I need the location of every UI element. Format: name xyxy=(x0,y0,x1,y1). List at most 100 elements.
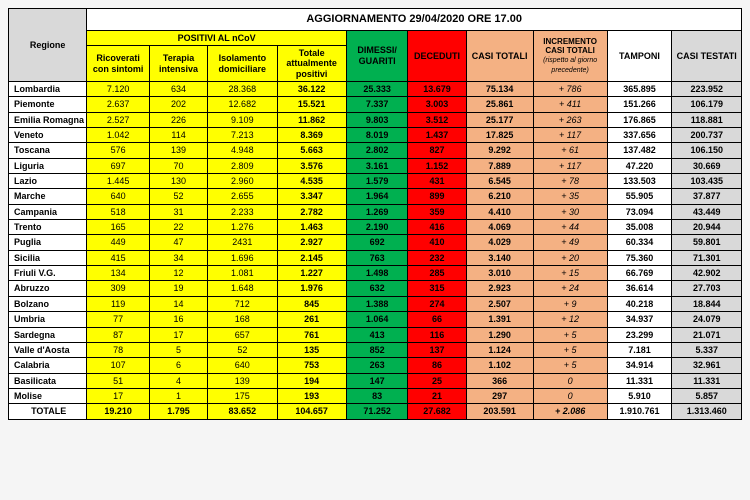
cell-totale_positivi: 845 xyxy=(277,296,346,311)
cell-isolamento: 7.213 xyxy=(208,128,277,143)
header-incremento-sub: (rispetto al giorno precedente) xyxy=(543,57,597,74)
cell-tamponi: 176.865 xyxy=(607,112,672,127)
cell-testati: 42.902 xyxy=(672,266,742,281)
cell-regione: Emilia Romagna xyxy=(9,112,87,127)
table-row: Puglia4494724312.9276924104.029+ 4960.33… xyxy=(9,235,742,250)
cell-casi_totali: 366 xyxy=(466,373,533,388)
cell-ricoverati: 165 xyxy=(87,220,150,235)
cell-incremento: + 24 xyxy=(533,281,607,296)
cell-deceduti: 315 xyxy=(408,281,466,296)
cell-totale_positivi: 1.463 xyxy=(277,220,346,235)
cell-testati: 5.337 xyxy=(672,342,742,357)
cell-isolamento: 1.276 xyxy=(208,220,277,235)
table-row: Trento165221.2761.4632.1904164.069+ 4435… xyxy=(9,220,742,235)
cell-terapia: 4 xyxy=(149,373,207,388)
header-ricoverati: Ricoverati con sintomi xyxy=(87,45,150,81)
cell-regione: Trento xyxy=(9,220,87,235)
cell-totale_positivi: 4.535 xyxy=(277,174,346,189)
cell-casi_totali: 2.507 xyxy=(466,296,533,311)
cell-dimessi: 1.388 xyxy=(346,296,408,311)
cell-regione: Umbria xyxy=(9,312,87,327)
cell-ricoverati: 134 xyxy=(87,266,150,281)
cell-testati: 59.801 xyxy=(672,235,742,250)
cell-ricoverati: 2.527 xyxy=(87,112,150,127)
covid-table: Regione AGGIORNAMENTO 29/04/2020 ORE 17.… xyxy=(8,8,742,420)
header-positivi-group: POSITIVI AL nCoV xyxy=(87,30,347,45)
header-isolamento: Isolamento domiciliare xyxy=(208,45,277,81)
cell-dimessi: 692 xyxy=(346,235,408,250)
cell-casi_totali: 1.391 xyxy=(466,312,533,327)
cell-tamponi: 66.769 xyxy=(607,266,672,281)
cell-isolamento: 640 xyxy=(208,358,277,373)
table-row: Lazio1.4451302.9604.5351.5794316.545+ 78… xyxy=(9,174,742,189)
table-row: Liguria697702.8093.5763.1611.1527.889+ 1… xyxy=(9,158,742,173)
cell-incremento: + 5 xyxy=(533,327,607,342)
cell-terapia: 1.795 xyxy=(149,404,207,419)
table-row: Toscana5761394.9485.6632.8028279.292+ 61… xyxy=(9,143,742,158)
cell-incremento: 0 xyxy=(533,388,607,403)
cell-incremento: + 9 xyxy=(533,296,607,311)
cell-isolamento: 1.696 xyxy=(208,250,277,265)
cell-incremento: + 30 xyxy=(533,204,607,219)
header-regione: Regione xyxy=(9,9,87,82)
cell-deceduti: 3.003 xyxy=(408,97,466,112)
cell-tamponi: 34.937 xyxy=(607,312,672,327)
cell-incremento: + 61 xyxy=(533,143,607,158)
cell-deceduti: 274 xyxy=(408,296,466,311)
cell-terapia: 47 xyxy=(149,235,207,250)
cell-isolamento: 4.948 xyxy=(208,143,277,158)
cell-incremento: + 117 xyxy=(533,128,607,143)
cell-dimessi: 632 xyxy=(346,281,408,296)
cell-totale_positivi: 194 xyxy=(277,373,346,388)
cell-incremento: + 15 xyxy=(533,266,607,281)
cell-casi_totali: 17.825 xyxy=(466,128,533,143)
cell-testati: 24.079 xyxy=(672,312,742,327)
cell-dimessi: 2.802 xyxy=(346,143,408,158)
cell-deceduti: 137 xyxy=(408,342,466,357)
cell-dimessi: 83 xyxy=(346,388,408,403)
cell-totale_positivi: 761 xyxy=(277,327,346,342)
cell-deceduti: 285 xyxy=(408,266,466,281)
cell-isolamento: 2.233 xyxy=(208,204,277,219)
cell-regione: Bolzano xyxy=(9,296,87,311)
cell-testati: 5.857 xyxy=(672,388,742,403)
cell-deceduti: 359 xyxy=(408,204,466,219)
cell-isolamento: 2.809 xyxy=(208,158,277,173)
cell-regione: Puglia xyxy=(9,235,87,250)
cell-tamponi: 365.895 xyxy=(607,82,672,97)
cell-testati: 20.944 xyxy=(672,220,742,235)
cell-isolamento: 9.109 xyxy=(208,112,277,127)
cell-regione: Lazio xyxy=(9,174,87,189)
cell-regione: Valle d'Aosta xyxy=(9,342,87,357)
cell-deceduti: 27.682 xyxy=(408,404,466,419)
cell-tamponi: 55.905 xyxy=(607,189,672,204)
cell-incremento: + 2.086 xyxy=(533,404,607,419)
cell-testati: 43.449 xyxy=(672,204,742,219)
cell-deceduti: 416 xyxy=(408,220,466,235)
cell-isolamento: 1.081 xyxy=(208,266,277,281)
cell-tamponi: 34.914 xyxy=(607,358,672,373)
cell-dimessi: 3.161 xyxy=(346,158,408,173)
cell-terapia: 226 xyxy=(149,112,207,127)
cell-deceduti: 66 xyxy=(408,312,466,327)
cell-dimessi: 8.019 xyxy=(346,128,408,143)
cell-tamponi: 35.008 xyxy=(607,220,672,235)
cell-deceduti: 25 xyxy=(408,373,466,388)
cell-dimessi: 1.964 xyxy=(346,189,408,204)
cell-casi_totali: 203.591 xyxy=(466,404,533,419)
cell-ricoverati: 77 xyxy=(87,312,150,327)
cell-ricoverati: 107 xyxy=(87,358,150,373)
cell-regione: Molise xyxy=(9,388,87,403)
cell-deceduti: 13.679 xyxy=(408,82,466,97)
cell-dimessi: 147 xyxy=(346,373,408,388)
cell-dimessi: 852 xyxy=(346,342,408,357)
cell-incremento: 0 xyxy=(533,373,607,388)
cell-incremento: + 49 xyxy=(533,235,607,250)
cell-casi_totali: 75.134 xyxy=(466,82,533,97)
cell-deceduti: 86 xyxy=(408,358,466,373)
cell-dimessi: 263 xyxy=(346,358,408,373)
cell-terapia: 22 xyxy=(149,220,207,235)
cell-deceduti: 410 xyxy=(408,235,466,250)
cell-regione: Veneto xyxy=(9,128,87,143)
cell-terapia: 70 xyxy=(149,158,207,173)
